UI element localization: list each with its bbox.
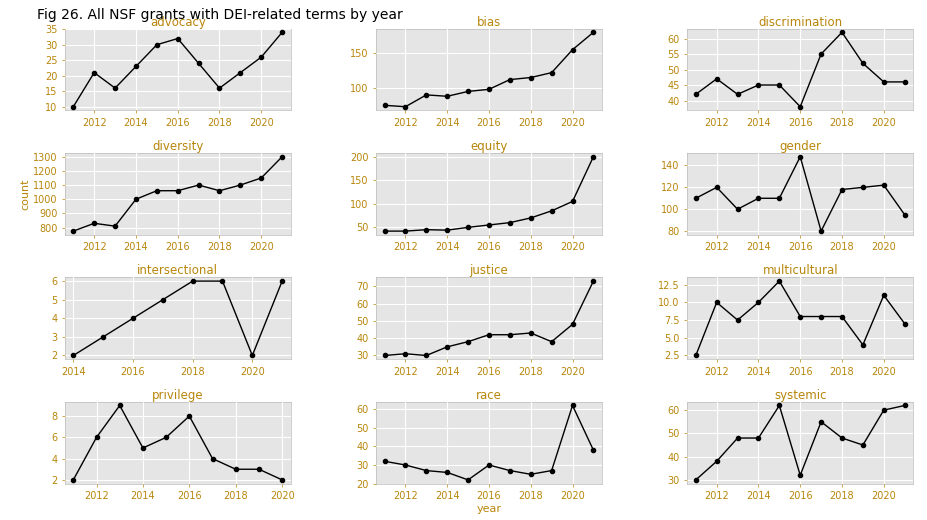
- Title: multicultural: multicultural: [762, 264, 837, 277]
- Title: bias: bias: [476, 16, 501, 29]
- Title: race: race: [476, 389, 502, 402]
- Title: diversity: diversity: [152, 140, 203, 153]
- Title: justice: justice: [469, 264, 508, 277]
- Title: advocacy: advocacy: [149, 16, 206, 29]
- Title: systemic: systemic: [773, 389, 826, 402]
- Title: intersectional: intersectional: [137, 264, 218, 277]
- Title: gender: gender: [779, 140, 820, 153]
- Title: discrimination: discrimination: [757, 16, 842, 29]
- Text: Fig 26. All NSF grants with DEI-related terms by year: Fig 26. All NSF grants with DEI-related …: [37, 8, 402, 22]
- Title: privilege: privilege: [152, 389, 203, 402]
- Y-axis label: count: count: [19, 178, 30, 210]
- X-axis label: year: year: [476, 504, 501, 514]
- Title: equity: equity: [470, 140, 507, 153]
